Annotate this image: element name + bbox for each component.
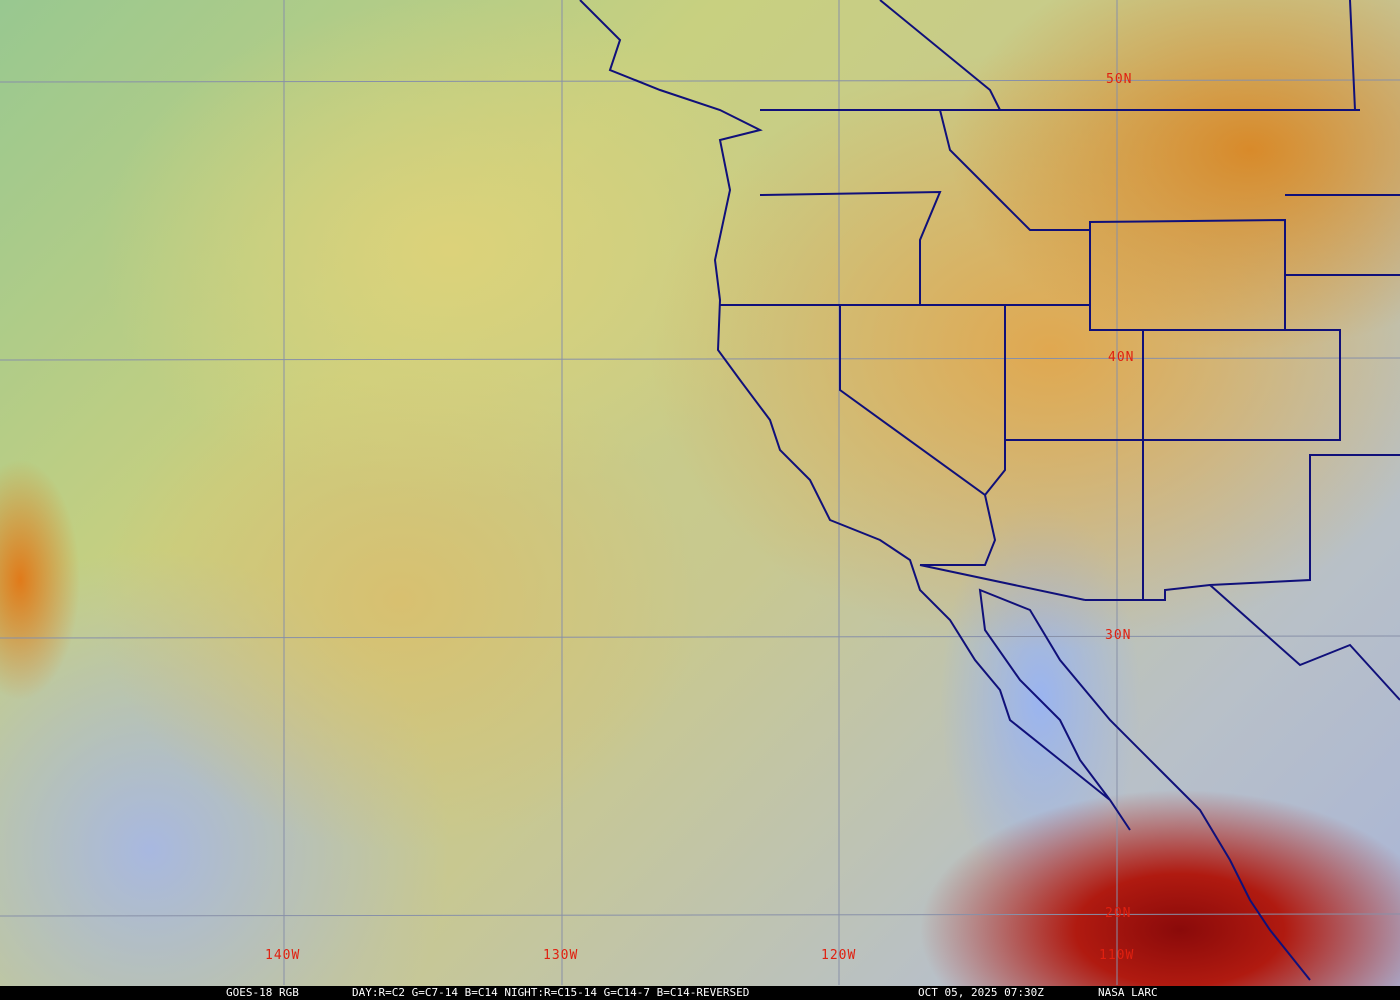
lon-label-120w: 120W <box>821 948 857 963</box>
lat-label-50n: 50N <box>1106 72 1133 87</box>
caption-recipe: DAY:R=C2 G=C7-14 B=C14 NIGHT:R=C15-14 G=… <box>352 986 750 999</box>
image-caption-bar: GOES-18 RGB DAY:R=C2 G=C7-14 B=C14 NIGHT… <box>0 986 1400 1000</box>
caption-satellite: GOES-18 RGB <box>226 986 299 999</box>
grid-line-50n <box>0 79 1400 83</box>
coastline-and-borders <box>579 0 1400 981</box>
grid-line-20n <box>0 913 1400 917</box>
lon-label-140w: 140W <box>265 948 301 963</box>
caption-credit: NASA LARC <box>1098 986 1158 999</box>
caption-timestamp: OCT 05, 2025 07:30Z <box>918 986 1044 999</box>
state-borders <box>720 0 1400 701</box>
grid-line-30n <box>0 635 1400 639</box>
lon-label-130w: 130W <box>543 948 579 963</box>
grid-line-40n <box>0 357 1400 361</box>
lat-label-20n: 20N <box>1105 906 1132 921</box>
lat-label-30n: 30N <box>1105 628 1132 643</box>
coastline <box>579 0 1311 981</box>
lat-label-40n: 40N <box>1108 350 1135 365</box>
lon-label-110w: 110W <box>1099 948 1135 963</box>
